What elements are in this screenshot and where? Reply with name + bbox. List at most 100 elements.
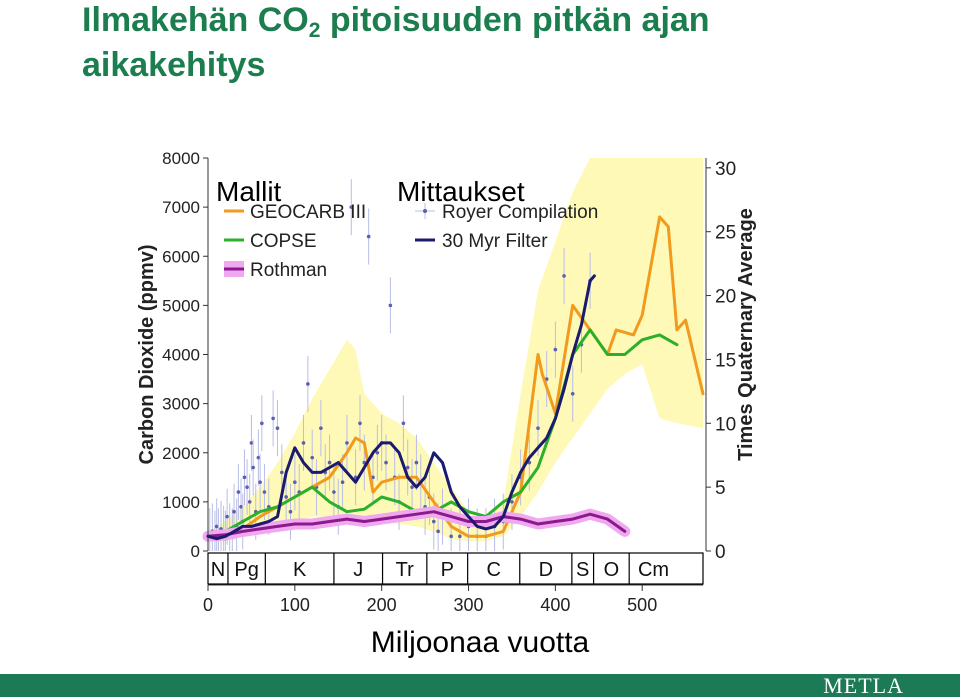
royer-point bbox=[414, 460, 419, 465]
uncertainty-band-layer bbox=[208, 158, 703, 542]
x-tick-label: 400 bbox=[540, 595, 570, 615]
royer-point bbox=[242, 475, 247, 480]
royer-point bbox=[245, 485, 249, 489]
uncertainty-band bbox=[208, 158, 703, 542]
period-label: O bbox=[604, 559, 620, 581]
royer-point bbox=[345, 441, 349, 445]
royer-point bbox=[271, 416, 275, 421]
royer-point bbox=[570, 392, 575, 396]
x-tick-label: 200 bbox=[367, 595, 397, 615]
period-label: J bbox=[353, 559, 363, 581]
x-tick-label: 100 bbox=[280, 595, 310, 615]
y-tick-label: 7000 bbox=[162, 198, 200, 217]
y-tick-label: 2000 bbox=[162, 444, 200, 463]
royer-point bbox=[310, 455, 315, 460]
royer-point bbox=[431, 519, 436, 524]
royer-point bbox=[256, 455, 261, 460]
royer-point bbox=[232, 509, 236, 514]
title-subscript: 2 bbox=[308, 19, 321, 42]
y-tick-label: 8000 bbox=[162, 149, 200, 168]
period-label: C bbox=[486, 559, 500, 581]
y-tick-label: 3000 bbox=[162, 395, 200, 414]
axes-layer: 0100020003000400050006000700080000510152… bbox=[136, 149, 757, 615]
royer-point bbox=[293, 480, 297, 485]
royer-point bbox=[375, 450, 380, 455]
royer-point bbox=[288, 509, 293, 514]
x-tick-label: 0 bbox=[203, 595, 213, 615]
period-label: Tr bbox=[396, 559, 414, 581]
royer-point bbox=[536, 426, 540, 430]
royer-point bbox=[327, 460, 332, 465]
geologic-periods-layer: N Pg K J Tr P C D S O Cm bbox=[207, 552, 704, 585]
legend-entry-label: 30 Myr Filter bbox=[442, 231, 548, 252]
royer-point bbox=[405, 465, 410, 470]
y-tick-label: 1000 bbox=[162, 493, 200, 512]
y-tick-label: 0 bbox=[191, 542, 200, 561]
royer-point bbox=[366, 234, 371, 239]
royer-point bbox=[340, 480, 345, 485]
royer-point bbox=[319, 426, 323, 430]
metla-logo: METLA bbox=[823, 673, 904, 698]
legend-entry-label: COPSE bbox=[250, 231, 317, 252]
royer-point bbox=[358, 421, 362, 426]
period-strip bbox=[207, 552, 704, 585]
royer-point bbox=[258, 480, 262, 485]
y2-tick-label: 20 bbox=[715, 287, 736, 308]
y2-tick-label: 30 bbox=[715, 159, 736, 180]
y-axis-label: Carbon Dioxide (ppmv) bbox=[136, 244, 158, 464]
legend-swatch bbox=[423, 209, 427, 213]
title-text-part2: pitoisuuden pitkän ajan bbox=[320, 1, 710, 39]
y2-axis-label: Times Quaternary Average bbox=[735, 208, 757, 461]
royer-point bbox=[301, 441, 306, 445]
royer-point bbox=[306, 382, 310, 386]
series-line-rothman bbox=[206, 510, 627, 538]
series-lines-layer bbox=[202, 215, 705, 542]
period-label: P bbox=[441, 559, 454, 581]
royer-point bbox=[275, 426, 280, 430]
y-tick-label: 5000 bbox=[162, 296, 200, 315]
royer-point bbox=[247, 500, 252, 504]
royer-point bbox=[332, 490, 336, 494]
royer-point bbox=[239, 504, 243, 509]
y2-tick-label: 0 bbox=[715, 542, 726, 563]
royer-point bbox=[410, 485, 414, 489]
royer-point bbox=[436, 529, 440, 534]
royer-point bbox=[401, 421, 406, 426]
royer-point bbox=[284, 495, 288, 499]
period-label: N bbox=[211, 559, 225, 581]
period-label: Cm bbox=[638, 559, 669, 581]
y2-tick-label: 10 bbox=[715, 414, 736, 435]
royer-point bbox=[458, 534, 462, 539]
royer-point bbox=[449, 534, 453, 539]
royer-point bbox=[236, 490, 241, 494]
royer-point bbox=[349, 205, 354, 209]
legend: Mallit Mittaukset GEOCARB III COPSE Rothman R… bbox=[216, 176, 598, 281]
series-line-30-myr-filter bbox=[206, 274, 596, 541]
y2-tick-label: 25 bbox=[715, 223, 736, 244]
title-text-part1: Ilmakehän CO bbox=[82, 1, 309, 39]
royer-point bbox=[384, 460, 388, 465]
legend-group-label: Mallit bbox=[216, 176, 282, 207]
y-tick-label: 6000 bbox=[162, 247, 200, 266]
period-label: K bbox=[293, 559, 307, 581]
legend-entry-label: Rothman bbox=[250, 260, 327, 281]
royer-point bbox=[249, 441, 254, 445]
legend-entry-label: Royer Compilation bbox=[442, 202, 598, 223]
y2-tick-label: 5 bbox=[715, 478, 726, 499]
x-tick-label: 300 bbox=[454, 595, 484, 615]
footer-bar: METLA bbox=[0, 673, 960, 698]
y-tick-label: 4000 bbox=[162, 346, 200, 365]
x-tick-label: 500 bbox=[627, 595, 657, 615]
royer-point bbox=[225, 514, 229, 519]
title-text-line2: aikakehitys bbox=[82, 46, 266, 84]
royer-point bbox=[371, 475, 375, 480]
legend-group-label: Mittaukset bbox=[397, 176, 525, 207]
royer-point bbox=[510, 500, 514, 504]
period-label: S bbox=[576, 559, 589, 581]
page-title: Ilmakehän CO2 pitoisuuden pitkän ajan ai… bbox=[82, 0, 710, 88]
royer-point bbox=[280, 470, 284, 475]
royer-point bbox=[260, 421, 264, 426]
royer-point bbox=[262, 490, 267, 494]
royer-point bbox=[251, 465, 255, 470]
royer-point bbox=[562, 274, 566, 278]
